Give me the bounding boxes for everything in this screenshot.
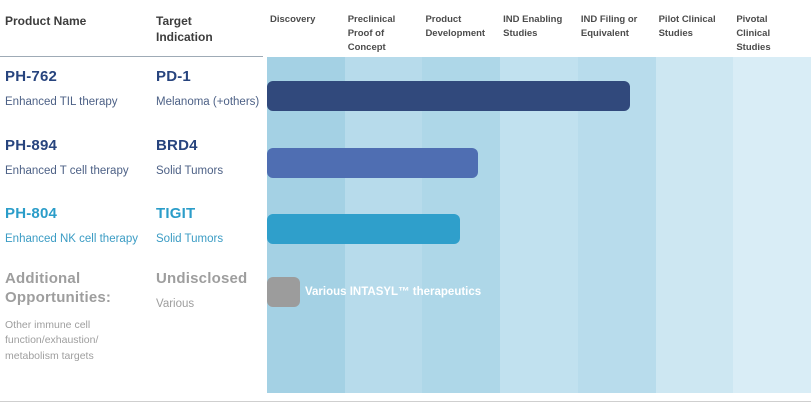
bar-annotation-various-intasyl: Various INTASYL™ therapeutics	[305, 286, 482, 298]
stage-band-pilot-clinical	[655, 57, 734, 393]
target-indication: Solid Tumors	[156, 164, 224, 177]
product-cell: PH-804 Enhanced NK cell therapy	[5, 205, 147, 245]
target-cell: Undisclosed Various	[156, 270, 266, 310]
product-name: PH-762	[5, 68, 58, 85]
product-name: PH-804	[5, 205, 58, 222]
progress-bar-ph-894	[267, 148, 479, 178]
column-header-target-indication: Target Indication	[156, 14, 213, 44]
product-name: PH-894	[5, 137, 58, 154]
progress-bar-ph-762	[267, 81, 630, 111]
product-cell: Additional Opportunities: Other immune c…	[5, 270, 147, 365]
target-name: TIGIT	[156, 205, 196, 222]
product-description: Enhanced TIL therapy	[5, 95, 118, 108]
column-header-product-name: Product Name	[5, 14, 87, 28]
target-indication: Various	[156, 297, 195, 310]
target-cell: TIGIT Solid Tumors	[156, 205, 266, 245]
stage-header-product-development: Product Development	[425, 14, 486, 39]
stage-header-ind-filing-or-equivalent: IND Filing or Equivalent	[580, 14, 638, 39]
stage-header-pilot-clinical-studies: Pilot Clinical Studies	[658, 14, 716, 39]
progress-track	[267, 81, 811, 111]
target-name: Undisclosed	[156, 270, 248, 287]
stage-band-pivotal-clinical	[733, 57, 811, 393]
stage-header-row: Discovery Preclinical Proof of Concept P…	[267, 13, 811, 54]
target-name: PD-1	[156, 68, 191, 85]
stage-band-ind-filing	[577, 57, 656, 393]
progress-track	[267, 214, 811, 244]
progress-track	[267, 148, 811, 178]
progress-bar-ph-804	[267, 214, 461, 244]
stage-band-ind-enabling	[500, 57, 578, 393]
stage-header-discovery: Discovery	[270, 14, 316, 25]
target-cell: PD-1 Melanoma (+others)	[156, 68, 266, 108]
product-cell: PH-894 Enhanced T cell therapy	[5, 137, 147, 177]
header-divider-line	[0, 56, 263, 57]
target-cell: BRD4 Solid Tumors	[156, 137, 266, 177]
product-description: Enhanced NK cell therapy	[5, 232, 138, 245]
stage-header-preclinical-proof-of-concept: Preclinical Proof of Concept	[347, 14, 396, 53]
stage-bands	[267, 57, 811, 393]
bottom-rule-line	[0, 401, 811, 402]
progress-bar-additional	[267, 277, 301, 307]
product-name: Additional Opportunities:	[5, 270, 112, 306]
progress-track: Various INTASYL™ therapeutics	[267, 277, 811, 307]
stage-header-pivotal-clinical-studies: Pivotal Clinical Studies	[736, 14, 771, 53]
product-description: Other immune cell function/exhaustion/ m…	[5, 318, 99, 363]
target-indication: Solid Tumors	[156, 232, 224, 245]
stage-header-ind-enabling-studies: IND Enabling Studies	[503, 14, 563, 39]
target-name: BRD4	[156, 137, 198, 154]
target-indication: Melanoma (+others)	[156, 95, 260, 108]
product-cell: PH-762 Enhanced TIL therapy	[5, 68, 147, 108]
product-description: Enhanced T cell therapy	[5, 164, 129, 177]
